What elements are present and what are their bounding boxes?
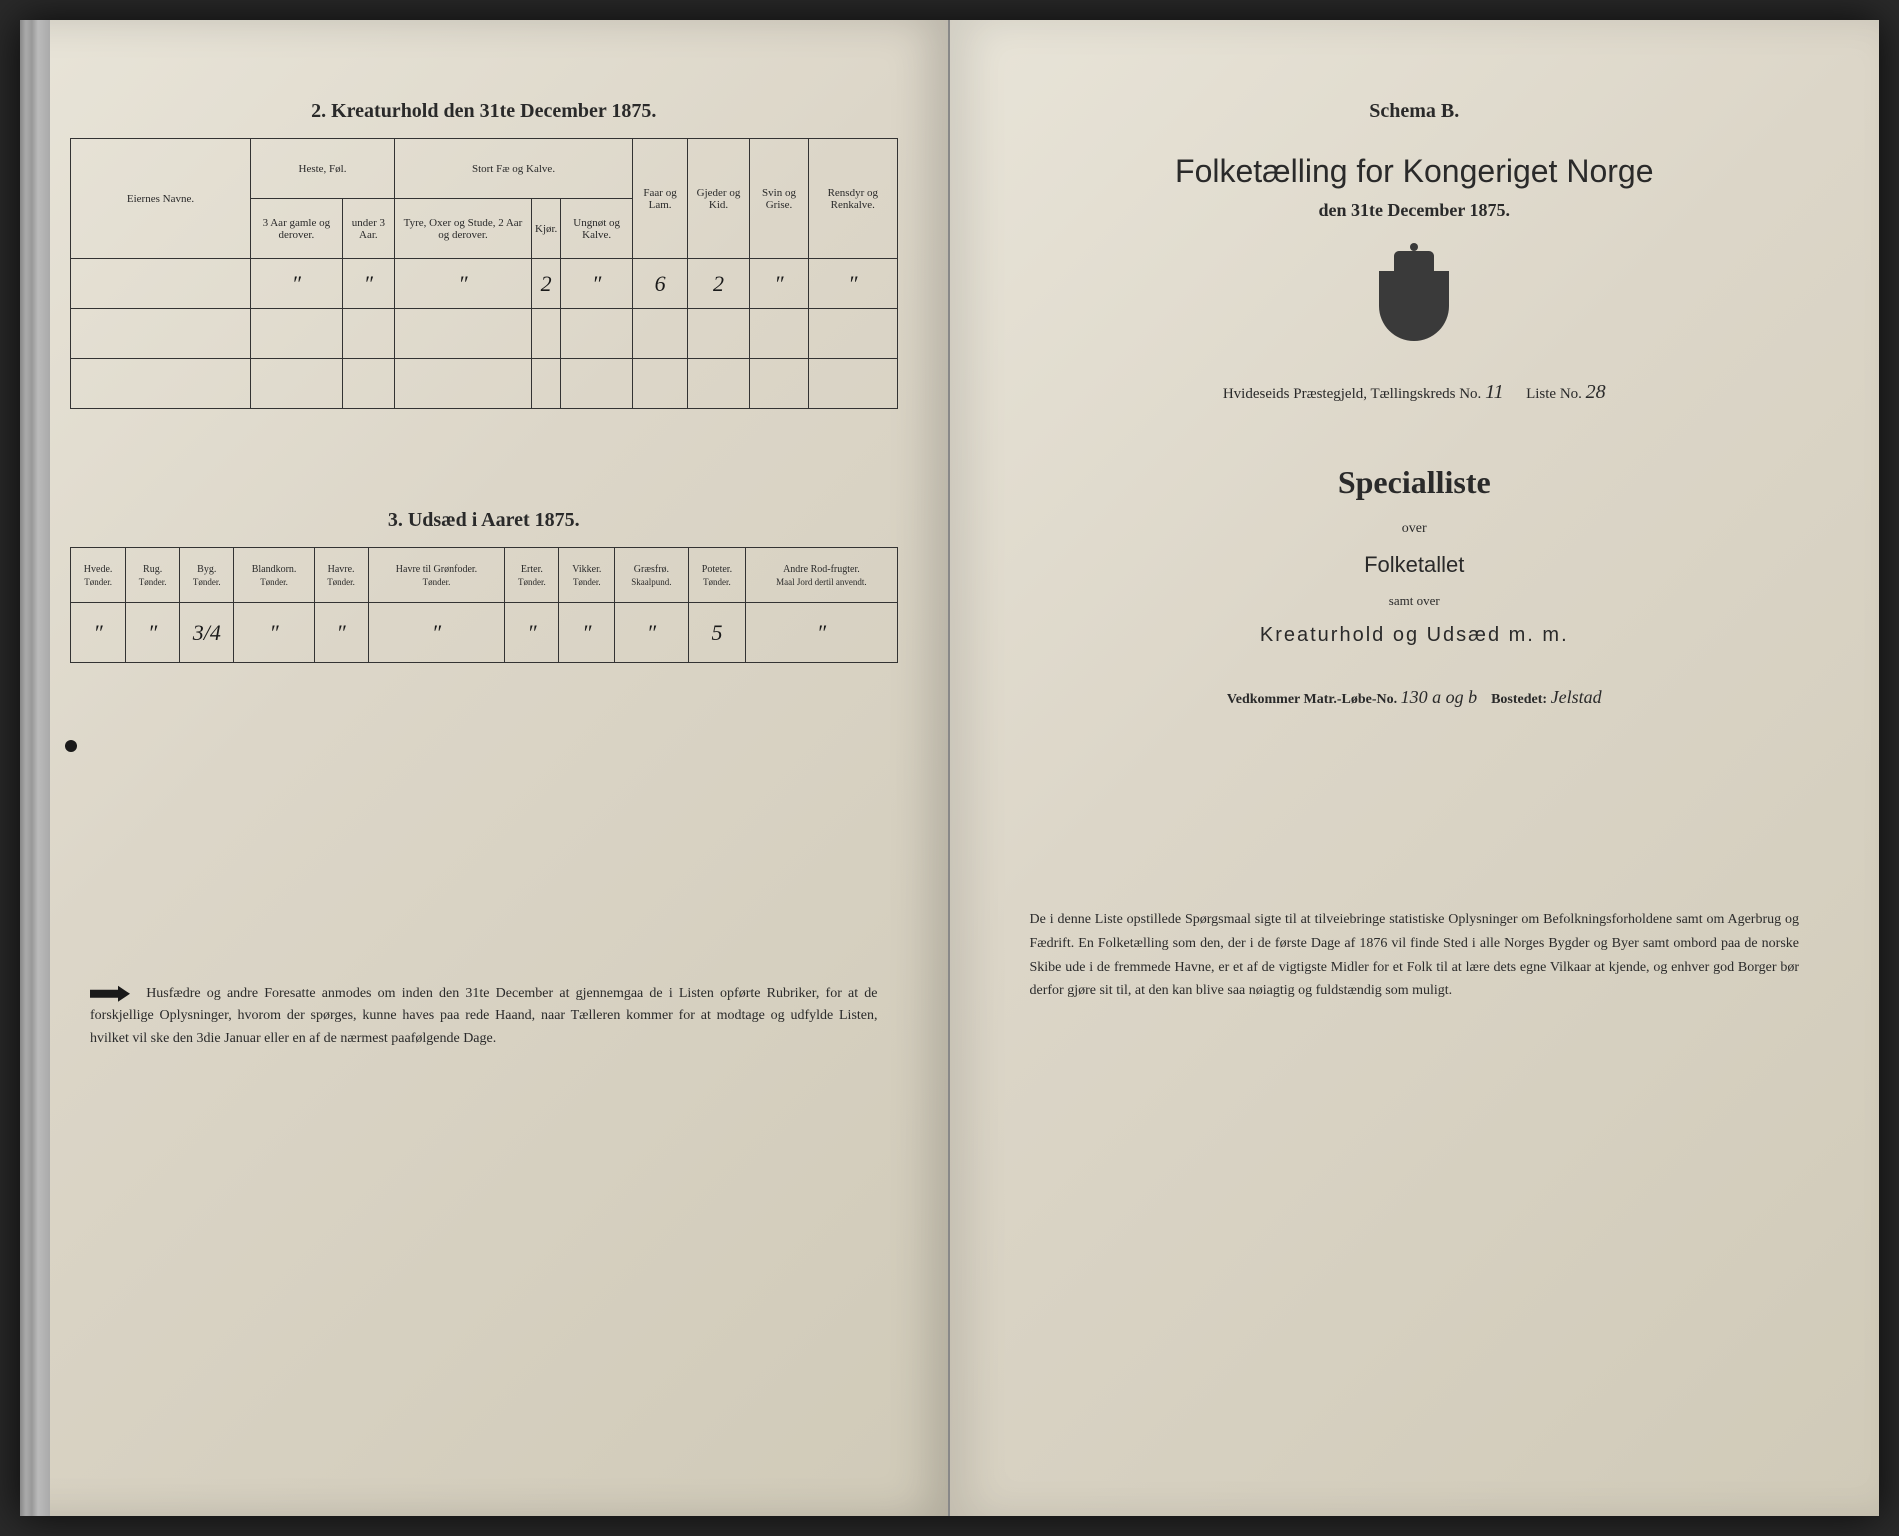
cell-hvede: ″ <box>71 603 126 663</box>
vedkommer-line: Vedkommer Matr.-Løbe-No. 130 a og b Bost… <box>1000 687 1830 708</box>
seed-table: Hvede.Tønder. Rug.Tønder. Byg.Tønder. Bl… <box>70 547 898 663</box>
col-ungnot: Ungnøt og Kalve. <box>561 199 633 259</box>
footnote: Husfædre og andre Foresatte anmodes om i… <box>70 983 898 1050</box>
table-header-row: Hvede.Tønder. Rug.Tønder. Byg.Tønder. Bl… <box>71 548 898 603</box>
cell-c2: ″ <box>342 259 394 309</box>
col-eier: Eiernes Navne. <box>71 139 251 259</box>
cell-vikker: ″ <box>559 603 615 663</box>
col-andre: Andre Rod-frugter.Maal Jord dertil anven… <box>746 548 897 603</box>
col-rensdyr: Rensdyr og Renkalve. <box>809 139 897 259</box>
cell-eier <box>71 259 251 309</box>
col-svin: Svin og Grise. <box>749 139 808 259</box>
col-heste-under3: under 3 Aar. <box>342 199 394 259</box>
cell-byg: 3/4 <box>180 603 234 663</box>
cell-rug: ″ <box>126 603 180 663</box>
col-blandkorn: Blandkorn.Tønder. <box>234 548 314 603</box>
cell-blandkorn: ″ <box>234 603 314 663</box>
book-spread: 2. Kreaturhold den 31te December 1875. E… <box>20 20 1879 1516</box>
col-grasfro: Græsfrø.Skaalpund. <box>615 548 688 603</box>
kreatur-text: Kreaturhold og Udsæd m. m. <box>1000 624 1830 647</box>
liste-label: Liste No. <box>1526 386 1582 402</box>
col-faar: Faar og Lam. <box>633 139 688 259</box>
section3-title: 3. Udsæd i Aaret 1875. <box>70 509 898 532</box>
col-tyre: Tyre, Oxer og Stude, 2 Aar og derover. <box>395 199 532 259</box>
bottom-text: De i denne Liste opstillede Spørgsmaal s… <box>1000 908 1830 1003</box>
col-gjeder: Gjeder og Kid. <box>688 139 750 259</box>
col-kjor: Kjør. <box>532 199 561 259</box>
cell-c1: ″ <box>251 259 343 309</box>
col-byg: Byg.Tønder. <box>180 548 234 603</box>
cell-c7: 2 <box>688 259 750 309</box>
pointing-hand-icon <box>90 984 130 1004</box>
info-prefix: Hvideseids Præstegjeld, Tællingskreds No… <box>1223 386 1481 402</box>
right-page: Schema B. Folketælling for Kongeriget No… <box>950 20 1880 1516</box>
cell-c3: ″ <box>395 259 532 309</box>
cell-c9: ″ <box>809 259 897 309</box>
specialliste-title: Specialliste <box>1000 464 1830 501</box>
info-line: Hvideseids Præstegjeld, Tællingskreds No… <box>1000 381 1830 404</box>
col-hvede: Hvede.Tønder. <box>71 548 126 603</box>
schema-label: Schema B. <box>1000 100 1830 123</box>
vedkommer-prefix: Vedkommer Matr.-Løbe-No. <box>1227 692 1397 707</box>
over-text: over <box>1000 521 1830 537</box>
col-rug: Rug.Tønder. <box>126 548 180 603</box>
cell-havre: ″ <box>314 603 368 663</box>
subtitle-date: den 31te December 1875. <box>1000 200 1830 221</box>
col-havre-gron: Havre til Grønfoder.Tønder. <box>368 548 505 603</box>
table-row: ″ ″ ″ 2 ″ 6 2 ″ ″ <box>71 259 898 309</box>
cell-havre-gron: ″ <box>368 603 505 663</box>
matr-value: 130 a og b <box>1401 687 1478 707</box>
table-row <box>71 359 898 409</box>
cell-c8: ″ <box>749 259 808 309</box>
footnote-text: Husfædre og andre Foresatte anmodes om i… <box>90 986 878 1046</box>
samt-text: samt over <box>1000 593 1830 609</box>
cell-erter: ″ <box>505 603 559 663</box>
livestock-table: Eiernes Navne. Heste, Føl. Stort Fæ og K… <box>70 138 898 409</box>
punch-hole <box>65 740 77 752</box>
col-heste: Heste, Føl. <box>251 139 395 199</box>
cell-grasfro: ″ <box>615 603 688 663</box>
cell-c5: ″ <box>561 259 633 309</box>
cell-c6: 6 <box>633 259 688 309</box>
main-title: Folketælling for Kongeriget Norge <box>1000 153 1830 190</box>
bosted-value: Jelstad <box>1551 687 1602 707</box>
left-page: 2. Kreaturhold den 31te December 1875. E… <box>20 20 950 1516</box>
liste-value: 28 <box>1586 381 1606 403</box>
cell-poteter: 5 <box>688 603 746 663</box>
col-erter: Erter.Tønder. <box>505 548 559 603</box>
table-row: ″ ″ 3/4 ″ ″ ″ ″ ″ ″ 5 ″ <box>71 603 898 663</box>
bosted-label: Bostedet: <box>1491 692 1547 707</box>
col-vikker: Vikker.Tønder. <box>559 548 615 603</box>
binding-edge <box>20 20 50 1516</box>
folketallet-text: Folketallet <box>1000 552 1830 578</box>
col-poteter: Poteter.Tønder. <box>688 548 746 603</box>
table-row <box>71 309 898 359</box>
col-havre: Havre.Tønder. <box>314 548 368 603</box>
col-stort: Stort Fæ og Kalve. <box>395 139 633 199</box>
cell-c4: 2 <box>532 259 561 309</box>
col-heste-3aar: 3 Aar gamle og derover. <box>251 199 343 259</box>
cell-andre: ″ <box>746 603 897 663</box>
section2-title: 2. Kreaturhold den 31te December 1875. <box>70 100 898 123</box>
table-header-row: Eiernes Navne. Heste, Føl. Stort Fæ og K… <box>71 139 898 199</box>
coat-of-arms-icon <box>1374 251 1454 341</box>
kreds-value: 11 <box>1485 381 1504 403</box>
